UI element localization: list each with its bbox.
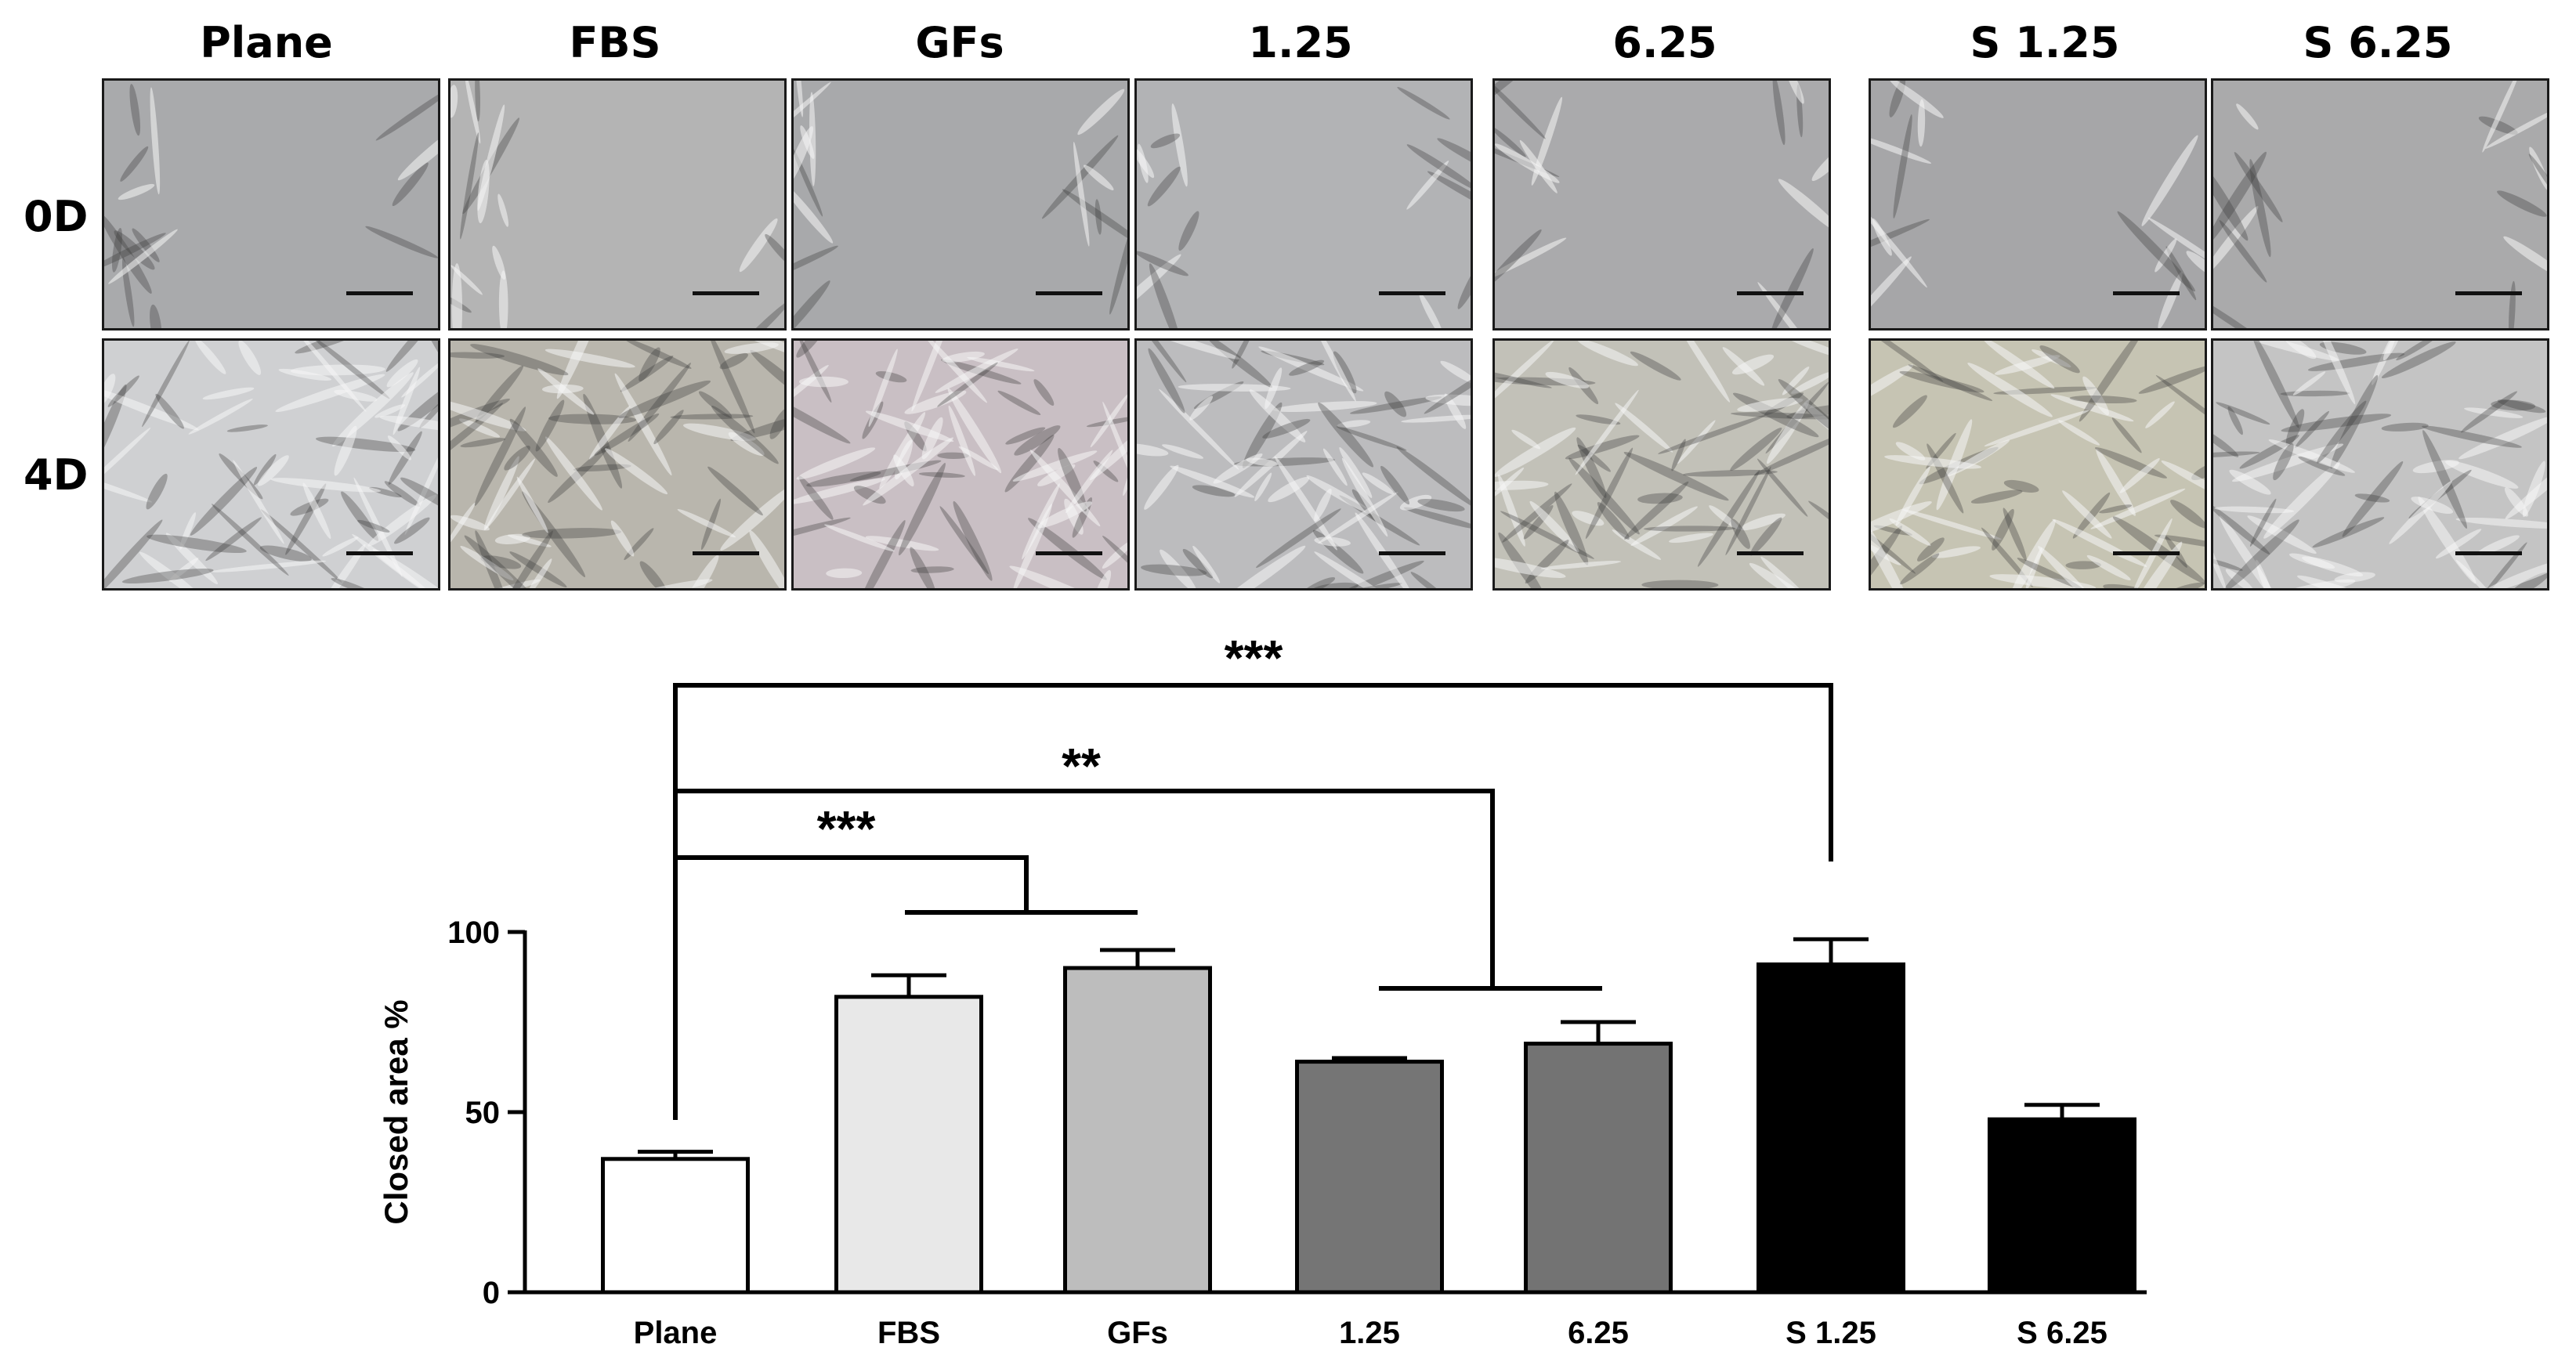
- sig-label-2: ***: [1225, 630, 1283, 686]
- col-label-s-6-25: S 6.25: [2303, 18, 2453, 67]
- bar-3: [1295, 1060, 1444, 1295]
- micrograph-4d-3: [1134, 338, 1473, 591]
- sig-bracket-fbs-gfs: [675, 855, 1029, 912]
- micrograph-0d-4: [1492, 78, 1831, 331]
- cell-texture: [1495, 341, 1829, 588]
- bar-6: [1988, 1117, 2136, 1295]
- micrograph-0d-2: [791, 78, 1130, 331]
- cell-texture: [1137, 87, 1471, 328]
- cell-texture: [794, 341, 1127, 588]
- scale-bar: [1737, 291, 1804, 295]
- bar-0: [601, 1157, 750, 1295]
- sig-label-0: ***: [817, 800, 876, 857]
- col-label-6-25: 6.25: [1612, 18, 1717, 67]
- cell-texture: [104, 84, 438, 328]
- cell-texture: [450, 341, 784, 588]
- x-tick-label-6: S 6.25: [2017, 1316, 2107, 1350]
- micrograph-0d-5: [1869, 78, 2207, 331]
- bar-1: [834, 995, 983, 1295]
- scale-bar: [346, 291, 413, 295]
- bar-4: [1524, 1042, 1673, 1295]
- cell-texture: [1137, 341, 1471, 588]
- cell-texture: [2213, 81, 2547, 328]
- scale-bar: [2455, 551, 2522, 555]
- col-label-fbs: FBS: [569, 18, 661, 67]
- x-tick-label-4: 6.25: [1568, 1316, 1629, 1350]
- bar-5: [1757, 962, 1905, 1295]
- micrograph-0d-0: [102, 78, 440, 331]
- cell-texture: [2213, 341, 2547, 588]
- x-tick-label-0: Plane: [634, 1316, 718, 1350]
- scale-bar: [2113, 291, 2180, 295]
- scale-bar: [1379, 291, 1445, 295]
- row-label-0d: 0D: [24, 192, 89, 241]
- cell-texture: [1495, 81, 1829, 328]
- cell-texture: [1871, 81, 2205, 328]
- scale-bar: [693, 291, 759, 295]
- micrograph-4d-1: [448, 338, 787, 591]
- x-tick-label-3: 1.25: [1339, 1316, 1400, 1350]
- cell-texture: [1871, 341, 2205, 588]
- col-label-gfs: GFs: [915, 18, 1004, 67]
- col-label-1-25: 1.25: [1248, 18, 1353, 67]
- scale-bar: [1737, 551, 1804, 555]
- y-tick-label-0: 0: [483, 1276, 500, 1310]
- micrograph-4d-6: [2211, 338, 2549, 591]
- y-axis-label: Closed area %: [378, 999, 414, 1224]
- sig-label-1: **: [1062, 738, 1101, 794]
- scale-bar: [1379, 551, 1445, 555]
- y-tick-label-100: 100: [447, 916, 500, 950]
- x-tick-label-2: GFs: [1107, 1316, 1168, 1350]
- micrograph-4d-2: [791, 338, 1130, 591]
- scale-bar: [693, 551, 759, 555]
- scale-bar: [1036, 551, 1102, 555]
- x-tick-label-1: FBS: [877, 1316, 940, 1350]
- micrograph-0d-6: [2211, 78, 2549, 331]
- col-label-s-1-25: S 1.25: [1970, 18, 2120, 67]
- cell-texture: [104, 341, 438, 588]
- scale-bar: [1036, 291, 1102, 295]
- cell-texture: [450, 81, 784, 328]
- micrograph-0d-3: [1134, 78, 1473, 331]
- micrograph-4d-5: [1869, 338, 2207, 591]
- micrograph-4d-4: [1492, 338, 1831, 591]
- micrograph-0d-1: [448, 78, 787, 331]
- x-tick-label-5: S 1.25: [1785, 1316, 1876, 1350]
- row-label-4d: 4D: [24, 450, 89, 500]
- micrograph-4d-0: [102, 338, 440, 591]
- sig-bracket-s125: [673, 683, 1833, 1120]
- scale-bar: [2455, 291, 2522, 295]
- col-label-plane: Plane: [200, 18, 333, 67]
- y-tick-label-50: 50: [465, 1096, 501, 1130]
- scale-bar: [2113, 551, 2180, 555]
- cell-texture: [794, 81, 1127, 328]
- scale-bar: [346, 551, 413, 555]
- bar-2: [1063, 966, 1212, 1295]
- sig-bracket-125-625: [675, 789, 1495, 988]
